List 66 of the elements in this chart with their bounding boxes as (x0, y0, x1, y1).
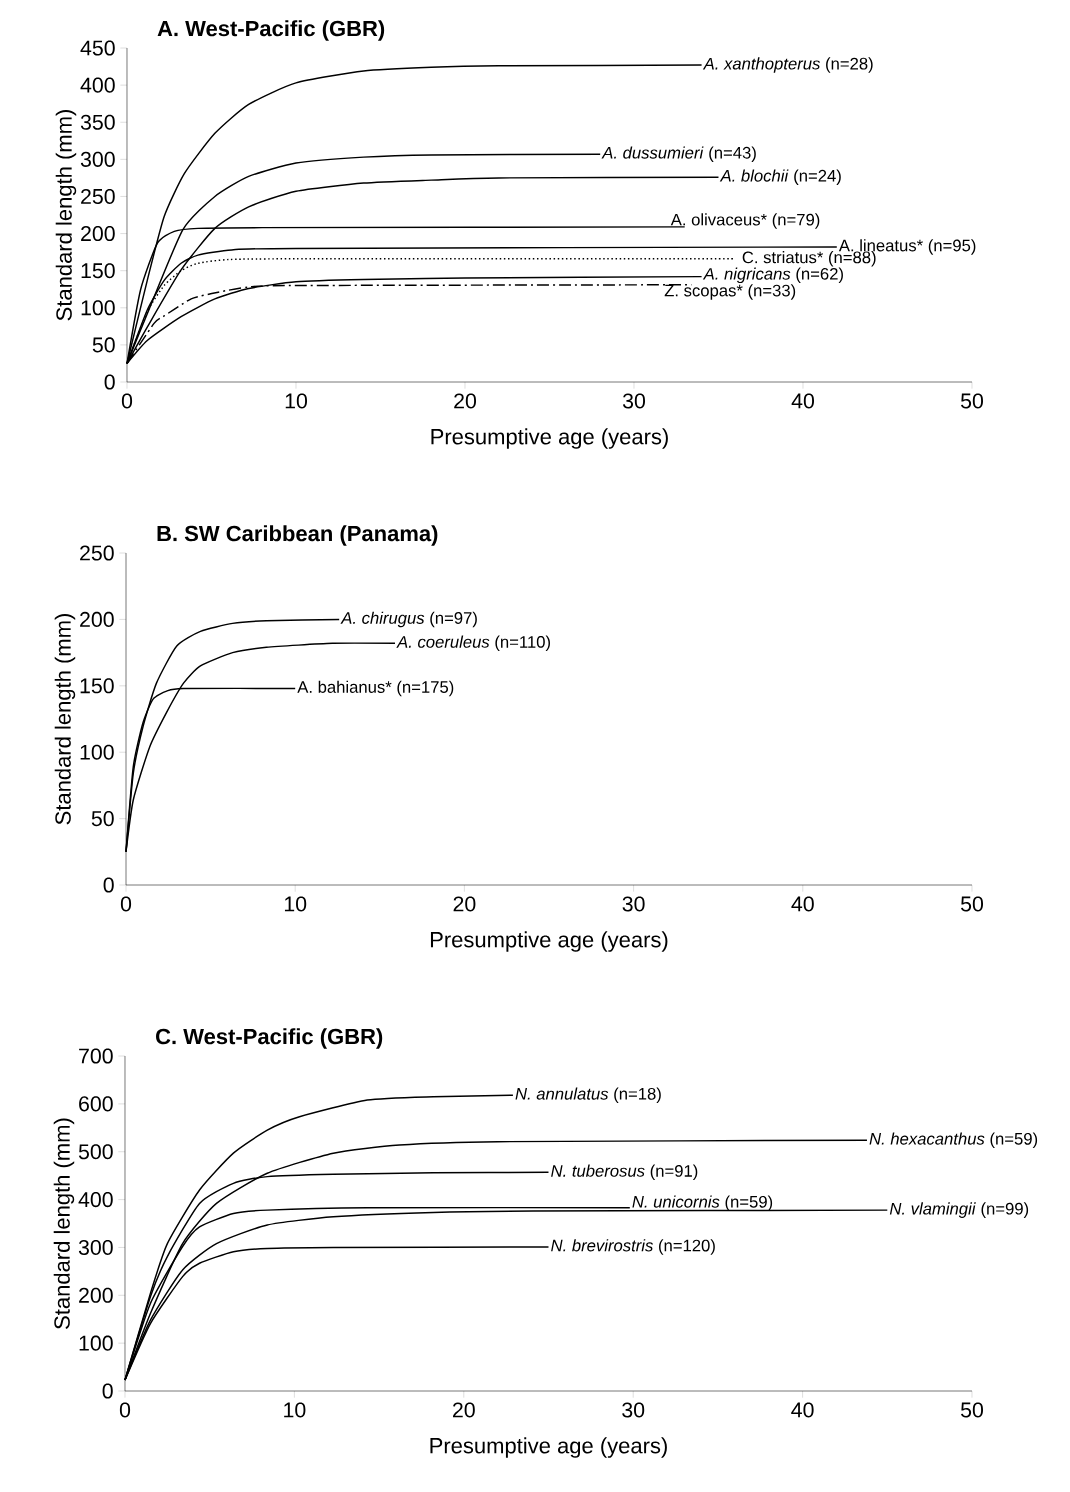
x-tick-label: 20 (454, 393, 477, 409)
y-tick-label: 200 (80, 611, 114, 627)
y-tick-label: 150 (81, 263, 115, 279)
series-label: A. olivaceus* (n=79) (670, 213, 820, 229)
series-label: N. hexacanthus (n=59) (869, 1132, 1038, 1149)
x-tick-label: 50 (960, 896, 984, 912)
x-axis-title: Presumptive age (years) (430, 931, 668, 952)
y-tick-label: 100 (81, 300, 115, 316)
series-label: N. annulatus (n=18) (515, 1087, 661, 1104)
x-tick-label: 10 (284, 1402, 306, 1418)
y-tick-label: 400 (78, 1192, 113, 1208)
y-tick-label: 250 (81, 188, 115, 205)
series-label: A. chirugus (n=97) (340, 611, 477, 628)
y-axis-title: Standard length (mm) (55, 110, 77, 321)
y-tick-label: 300 (80, 151, 115, 167)
series-label: N. unicornis (n=59) (632, 1195, 773, 1211)
y-tick-label: 0 (103, 877, 114, 893)
y-tick-label: 700 (79, 1048, 113, 1064)
y-tick-label: 150 (80, 678, 114, 694)
x-tick-label: 40 (791, 393, 815, 409)
series-label: N. vlamingii (n=99) (889, 1202, 1029, 1218)
y-tick-label: 200 (79, 1287, 113, 1303)
series-label: A. nigricans (n=62) (702, 267, 843, 284)
chart-title: A. West-Pacific (GBR) (157, 20, 385, 41)
x-axis-title: Presumptive age (years) (430, 1437, 667, 1458)
x-tick-label: 50 (960, 1402, 984, 1418)
x-tick-label: 20 (453, 1402, 475, 1418)
y-tick-label: 0 (104, 374, 115, 390)
y-tick-label: 200 (81, 226, 115, 242)
x-axis-title: Presumptive age (years) (431, 428, 668, 449)
x-tick-label: 50 (960, 393, 984, 409)
y-tick-label: 0 (102, 1383, 113, 1399)
y-axis-title: Standard length (mm) (53, 1118, 75, 1329)
series-label: N. tuberosus (n=91) (551, 1164, 698, 1181)
y-axis-title: Standard length (mm) (54, 614, 76, 825)
y-tick-label: 50 (92, 337, 115, 353)
x-tick-label: 20 (453, 896, 476, 912)
chart-title: C. West-Pacific (GBR) (156, 1028, 383, 1049)
x-tick-label: 40 (791, 896, 814, 912)
x-tick-label: 30 (622, 1402, 645, 1418)
x-tick-label: 40 (791, 1402, 814, 1418)
chart-title: B. SW Caribbean (Panama) (157, 525, 438, 546)
x-tick-label: 30 (622, 896, 645, 912)
y-tick-label: 400 (80, 77, 115, 93)
series-label: Z. scopas* (n=33) (664, 284, 796, 300)
series-label: A. dussumieri (n=43) (601, 146, 756, 162)
x-tick-label: 30 (622, 393, 646, 409)
y-tick-label: 600 (79, 1096, 113, 1112)
series-label: A. xanthopterus (n=28) (702, 57, 873, 73)
x-tick-label: 0 (120, 896, 132, 912)
y-tick-label: 450 (80, 40, 115, 56)
series-label: A. bahianus* (n=175) (297, 680, 454, 697)
y-tick-label: 50 (91, 811, 114, 827)
x-tick-label: 0 (121, 393, 133, 409)
series-label: N. brevirostris (n=120) (551, 1239, 715, 1255)
x-tick-label: 0 (119, 1402, 131, 1418)
series-label: A. coeruleus (n=110) (396, 635, 550, 652)
x-tick-label: 10 (285, 393, 308, 409)
y-tick-label: 500 (78, 1144, 113, 1160)
series-label: A. blochii (n=24) (719, 169, 841, 185)
y-tick-label: 250 (80, 545, 114, 561)
x-tick-label: 10 (284, 896, 307, 912)
y-tick-label: 350 (80, 114, 115, 130)
y-tick-label: 300 (78, 1239, 113, 1255)
y-tick-label: 100 (79, 1335, 113, 1351)
y-tick-label: 100 (80, 744, 114, 760)
